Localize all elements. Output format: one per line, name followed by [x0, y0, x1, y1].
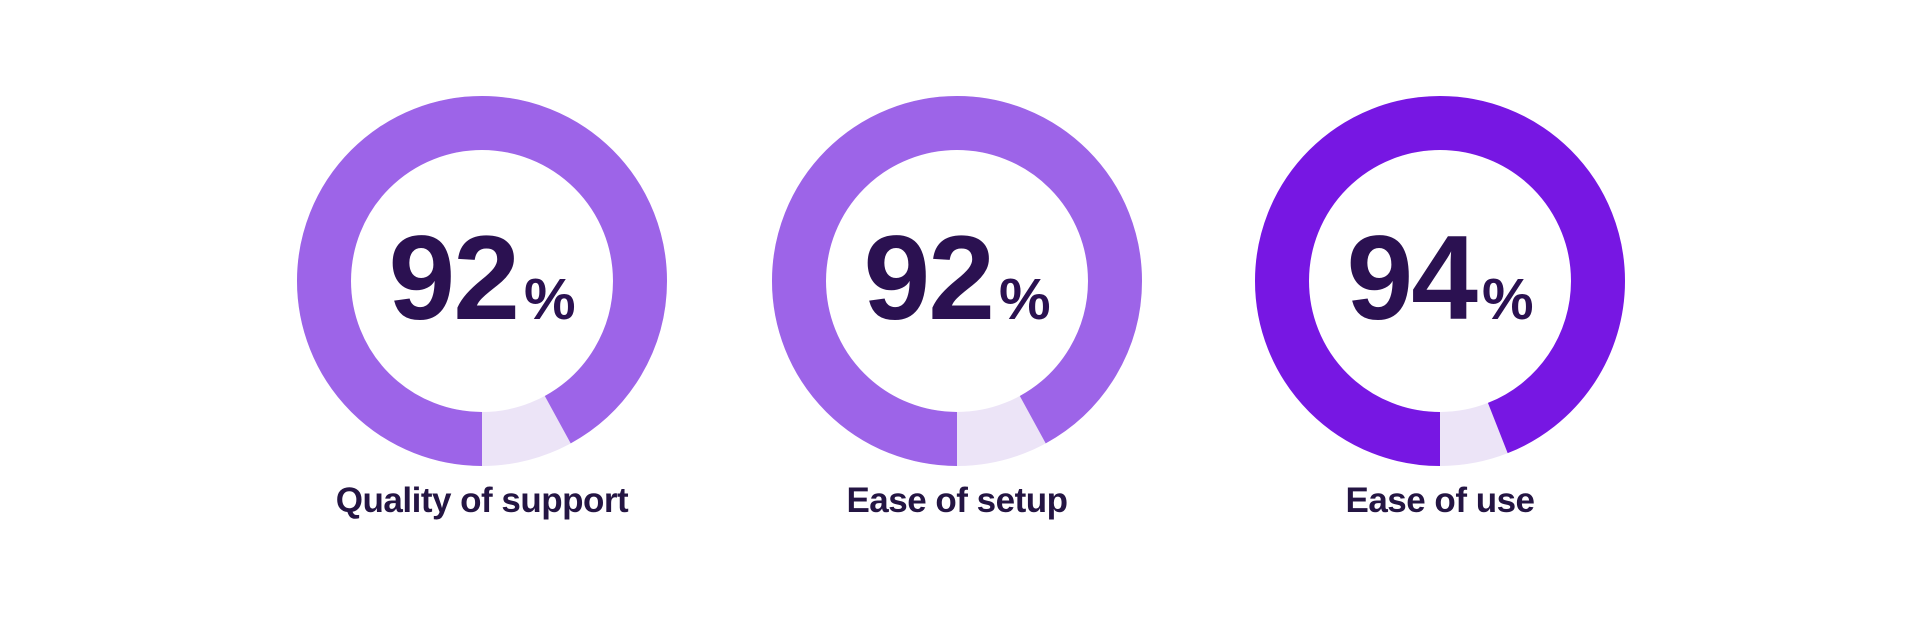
- donut-label: Ease of use: [1345, 481, 1535, 520]
- donut-fill-arc: [772, 96, 1142, 466]
- donut-card-ease-of-use: 94 % Ease of use: [1255, 96, 1625, 522]
- donut-ring-svg: [772, 96, 1142, 466]
- donut-ring-svg: [1255, 96, 1625, 466]
- donut-chart: 92 %: [297, 96, 667, 466]
- donut-fill-arc: [297, 96, 667, 466]
- donut-label: Quality of support: [335, 481, 629, 520]
- donut-chart: 94 %: [1255, 96, 1625, 466]
- donut-chart: 92 %: [772, 96, 1142, 466]
- donut-label: Ease of setup: [846, 481, 1068, 520]
- donut-ring-svg: [297, 96, 667, 466]
- donut-card-quality-of-support: 92 % Quality of support: [297, 96, 667, 522]
- donut-card-ease-of-setup: 92 % Ease of setup: [772, 96, 1142, 522]
- donut-fill-arc: [1255, 96, 1625, 466]
